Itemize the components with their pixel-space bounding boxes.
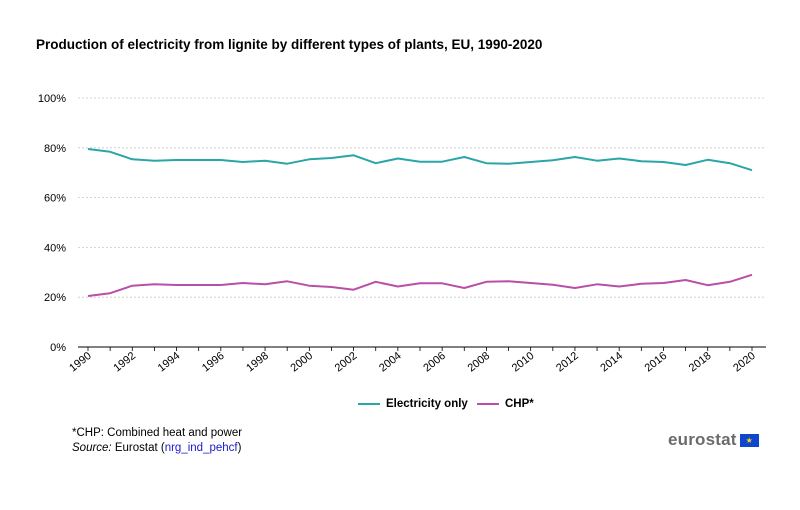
legend: Electricity only CHP* (0, 398, 800, 418)
legend-label-electricity-only: Electricity only (386, 398, 468, 410)
series-lines (87, 148, 753, 297)
x-tick-label: 2018 (687, 350, 714, 375)
legend-label-chp: CHP* (505, 398, 534, 410)
source-publisher: Eurostat ( (114, 442, 165, 454)
y-tick-label: 100% (38, 93, 66, 105)
x-tick-label: 2008 (466, 350, 493, 375)
source-line: Source: Eurostat (nrg_ind_pehcf) (72, 441, 242, 456)
source-close: ) (237, 442, 242, 454)
series-line-electricity-only[interactable] (87, 148, 753, 172)
legend-item-electricity-only[interactable]: Electricity only (358, 398, 468, 410)
x-axis-ticks: 1990 1992 1994 1996 1998 2000 2002 2004 2006 2008… (67, 347, 758, 374)
gridlines (78, 97, 766, 348)
x-tick-label: 2016 (643, 350, 670, 375)
series-line-chp[interactable] (87, 273, 753, 297)
chp-note: *CHP: Combined heat and power (72, 427, 243, 439)
eu-flag-icon (739, 432, 759, 449)
x-tick-label: 1994 (156, 350, 183, 375)
x-tick-label: 2002 (333, 350, 360, 375)
chart-title: Production of electricity from lignite b… (36, 37, 543, 52)
x-tick-label: 2000 (288, 350, 315, 375)
x-tick-label: 1992 (111, 350, 138, 375)
legend-swatch-chp (477, 403, 499, 405)
eurostat-logo: eurostat (668, 430, 759, 450)
x-tick-label: 2010 (510, 350, 537, 375)
source-label: Source: (72, 442, 112, 454)
x-tick-label: 2004 (377, 350, 404, 375)
y-tick-label: 0% (50, 342, 66, 354)
x-tick-label: 1990 (67, 350, 94, 375)
legend-swatch-electricity-only (358, 403, 380, 405)
y-tick-label: 40% (44, 242, 66, 254)
x-tick-label: 2020 (731, 350, 758, 375)
legend-item-chp[interactable]: CHP* (477, 398, 534, 410)
y-tick-label: 80% (44, 143, 66, 155)
y-axis-ticks: 0% 20% 40% 60% 80% 100% (38, 93, 66, 354)
y-tick-label: 20% (44, 292, 66, 304)
x-tick-label: 2006 (421, 350, 448, 375)
line-chart: 0% 20% 40% 60% 80% 100% 1990 1992 1994 1996 1998 2… (38, 93, 766, 374)
x-tick-label: 1996 (200, 350, 227, 375)
source-code-link[interactable]: nrg_ind_pehcf (164, 442, 238, 454)
x-tick-label: 2014 (598, 350, 625, 375)
x-tick-label: 2012 (554, 350, 581, 375)
logo-text: eurostat (668, 430, 737, 449)
y-tick-label: 60% (44, 193, 66, 205)
footnote: *CHP: Combined heat and power Source: Eu… (72, 426, 242, 456)
x-tick-label: 1998 (244, 350, 271, 375)
